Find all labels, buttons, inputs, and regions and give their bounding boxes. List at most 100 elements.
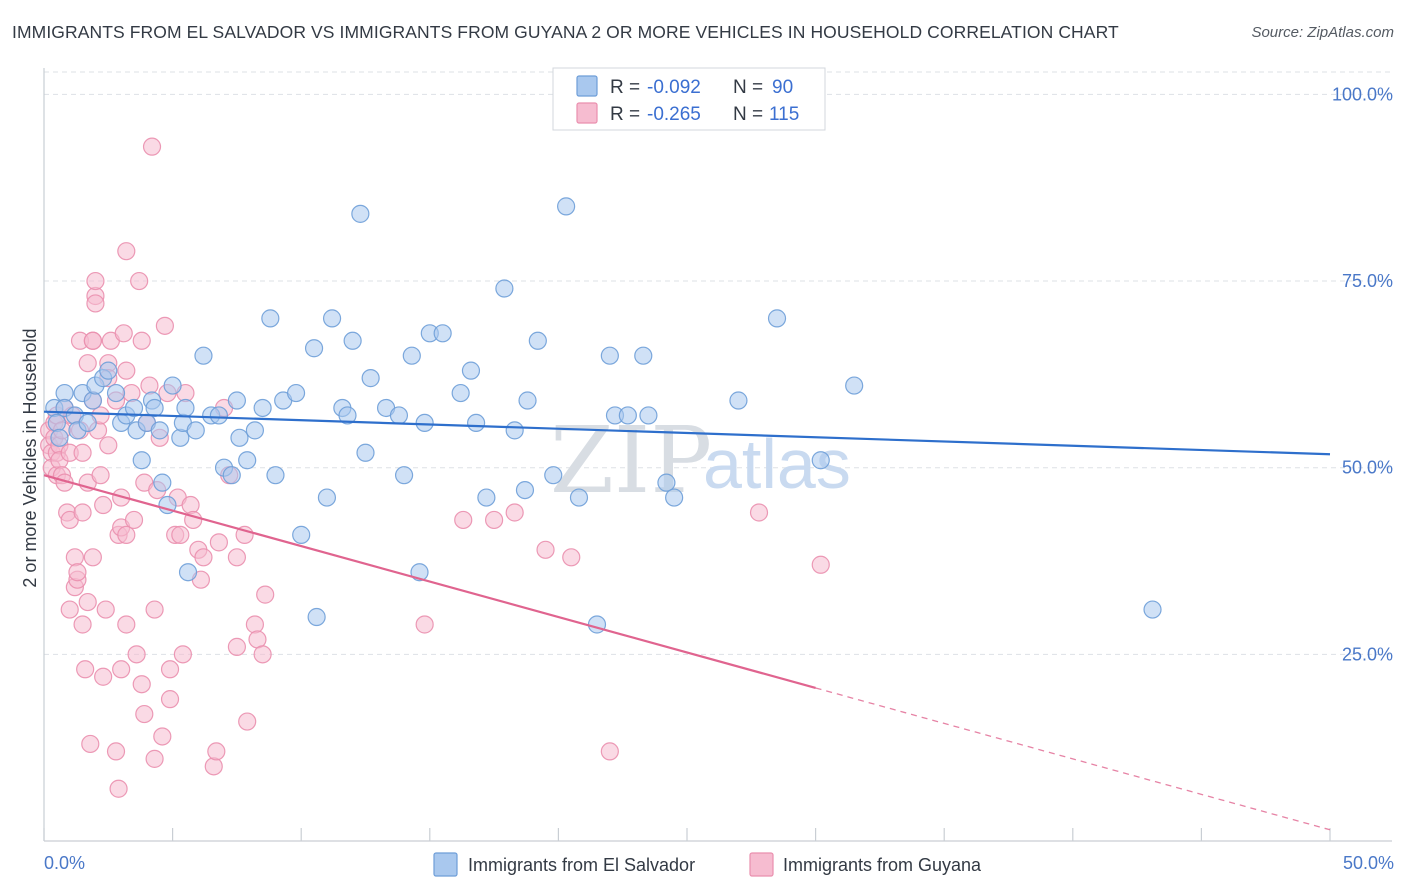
point-guyana bbox=[78, 354, 97, 373]
point-el-salvador bbox=[466, 413, 486, 433]
point-el-salvador bbox=[253, 398, 272, 418]
series-legend-label-pink: Immigrants from Guyana bbox=[783, 855, 982, 875]
point-guyana bbox=[122, 383, 141, 403]
point-el-salvador bbox=[515, 480, 535, 500]
y-tick-label: 50.0% bbox=[1342, 458, 1393, 478]
point-el-salvador bbox=[47, 413, 66, 433]
point-el-salvador bbox=[1143, 600, 1162, 619]
point-guyana bbox=[86, 294, 105, 313]
point-el-salvador bbox=[78, 413, 97, 433]
point-guyana bbox=[124, 510, 144, 530]
legend-r-value-blue: -0.092 bbox=[647, 77, 701, 98]
series-legend-label-blue: Immigrants from El Salvador bbox=[468, 855, 695, 875]
trend-line-guyana-extension bbox=[815, 687, 1331, 831]
point-guyana bbox=[94, 495, 113, 515]
legend-r-label-blue: R = bbox=[610, 77, 640, 98]
point-guyana bbox=[253, 645, 272, 664]
trend-lines bbox=[43, 410, 1331, 831]
point-el-salvador bbox=[505, 421, 524, 440]
point-guyana bbox=[245, 615, 265, 634]
point-el-salvador bbox=[194, 346, 213, 365]
point-guyana bbox=[86, 271, 105, 291]
point-guyana bbox=[83, 548, 102, 567]
point-el-salvador bbox=[222, 466, 241, 485]
point-guyana bbox=[109, 779, 128, 798]
point-el-salvador bbox=[356, 443, 375, 462]
point-guyana bbox=[811, 555, 830, 574]
point-guyana bbox=[65, 548, 84, 567]
point-guyana bbox=[194, 548, 213, 567]
point-el-salvador bbox=[639, 406, 658, 425]
x-tick-label-min: 0.0% bbox=[44, 853, 85, 873]
point-el-salvador bbox=[106, 383, 126, 403]
point-el-salvador bbox=[176, 398, 195, 418]
point-guyana bbox=[117, 615, 136, 634]
point-guyana bbox=[112, 660, 131, 679]
point-el-salvador bbox=[389, 406, 409, 425]
x-tick-label-max: 50.0% bbox=[1343, 853, 1394, 873]
legend-swatch-blue bbox=[576, 75, 598, 97]
point-el-salvador bbox=[307, 607, 326, 627]
point-guyana bbox=[78, 592, 97, 612]
point-el-salvador bbox=[124, 398, 144, 418]
legend-n-label-blue: N = bbox=[733, 77, 763, 98]
point-guyana bbox=[171, 525, 190, 544]
point-el-salvador bbox=[132, 451, 151, 470]
point-guyana bbox=[562, 548, 581, 567]
point-guyana bbox=[117, 525, 136, 544]
point-el-salvador bbox=[634, 346, 653, 365]
point-guyana bbox=[142, 137, 162, 156]
point-el-salvador bbox=[286, 383, 306, 403]
point-guyana bbox=[132, 675, 151, 694]
point-el-salvador bbox=[317, 488, 337, 507]
point-el-salvador bbox=[186, 421, 205, 440]
y-tick-label: 25.0% bbox=[1342, 644, 1393, 664]
point-guyana bbox=[68, 563, 87, 582]
trend-line-el-salvador bbox=[43, 410, 1331, 456]
point-el-salvador bbox=[394, 466, 414, 485]
point-el-salvador bbox=[178, 563, 198, 582]
point-el-salvador bbox=[729, 391, 748, 410]
series-legend-swatch-pink bbox=[749, 852, 774, 877]
point-guyana bbox=[415, 615, 434, 634]
point-guyana bbox=[536, 540, 555, 559]
point-guyana bbox=[140, 376, 159, 395]
point-el-salvador bbox=[153, 473, 172, 492]
point-guyana bbox=[160, 660, 180, 679]
point-el-salvador bbox=[518, 391, 537, 410]
point-guyana bbox=[227, 548, 246, 567]
point-el-salvador bbox=[245, 421, 265, 440]
point-el-salvador bbox=[544, 466, 563, 485]
point-guyana bbox=[60, 600, 79, 619]
gridlines bbox=[44, 71, 1392, 655]
point-el-salvador bbox=[99, 361, 118, 380]
series-legend-swatch-blue bbox=[433, 852, 458, 877]
point-el-salvador bbox=[811, 451, 830, 470]
point-guyana bbox=[132, 331, 151, 350]
point-guyana bbox=[238, 712, 257, 731]
point-guyana bbox=[227, 637, 246, 656]
trend-line-guyana bbox=[43, 474, 816, 690]
legend-n-value-blue: 90 bbox=[772, 77, 793, 98]
legend-swatch-pink bbox=[576, 102, 598, 124]
point-guyana bbox=[81, 734, 100, 754]
legend-r-value-pink: -0.265 bbox=[647, 104, 701, 125]
point-el-salvador bbox=[528, 331, 547, 350]
point-guyana bbox=[114, 324, 133, 343]
point-el-salvador bbox=[50, 428, 69, 447]
point-el-salvador bbox=[322, 309, 342, 328]
point-guyana bbox=[160, 690, 180, 709]
point-guyana bbox=[91, 466, 110, 485]
point-guyana bbox=[73, 443, 92, 462]
point-el-salvador bbox=[433, 324, 452, 343]
point-el-salvador bbox=[557, 197, 576, 216]
point-guyana bbox=[135, 704, 154, 724]
y-tick-labels: 25.0% 50.0% 75.0% 100.0% bbox=[1332, 84, 1393, 664]
point-guyana bbox=[117, 361, 136, 380]
point-guyana bbox=[209, 533, 228, 552]
point-el-salvador bbox=[83, 391, 102, 410]
point-guyana bbox=[204, 757, 223, 776]
point-guyana bbox=[256, 585, 275, 604]
y-tick-label: 75.0% bbox=[1342, 271, 1393, 291]
